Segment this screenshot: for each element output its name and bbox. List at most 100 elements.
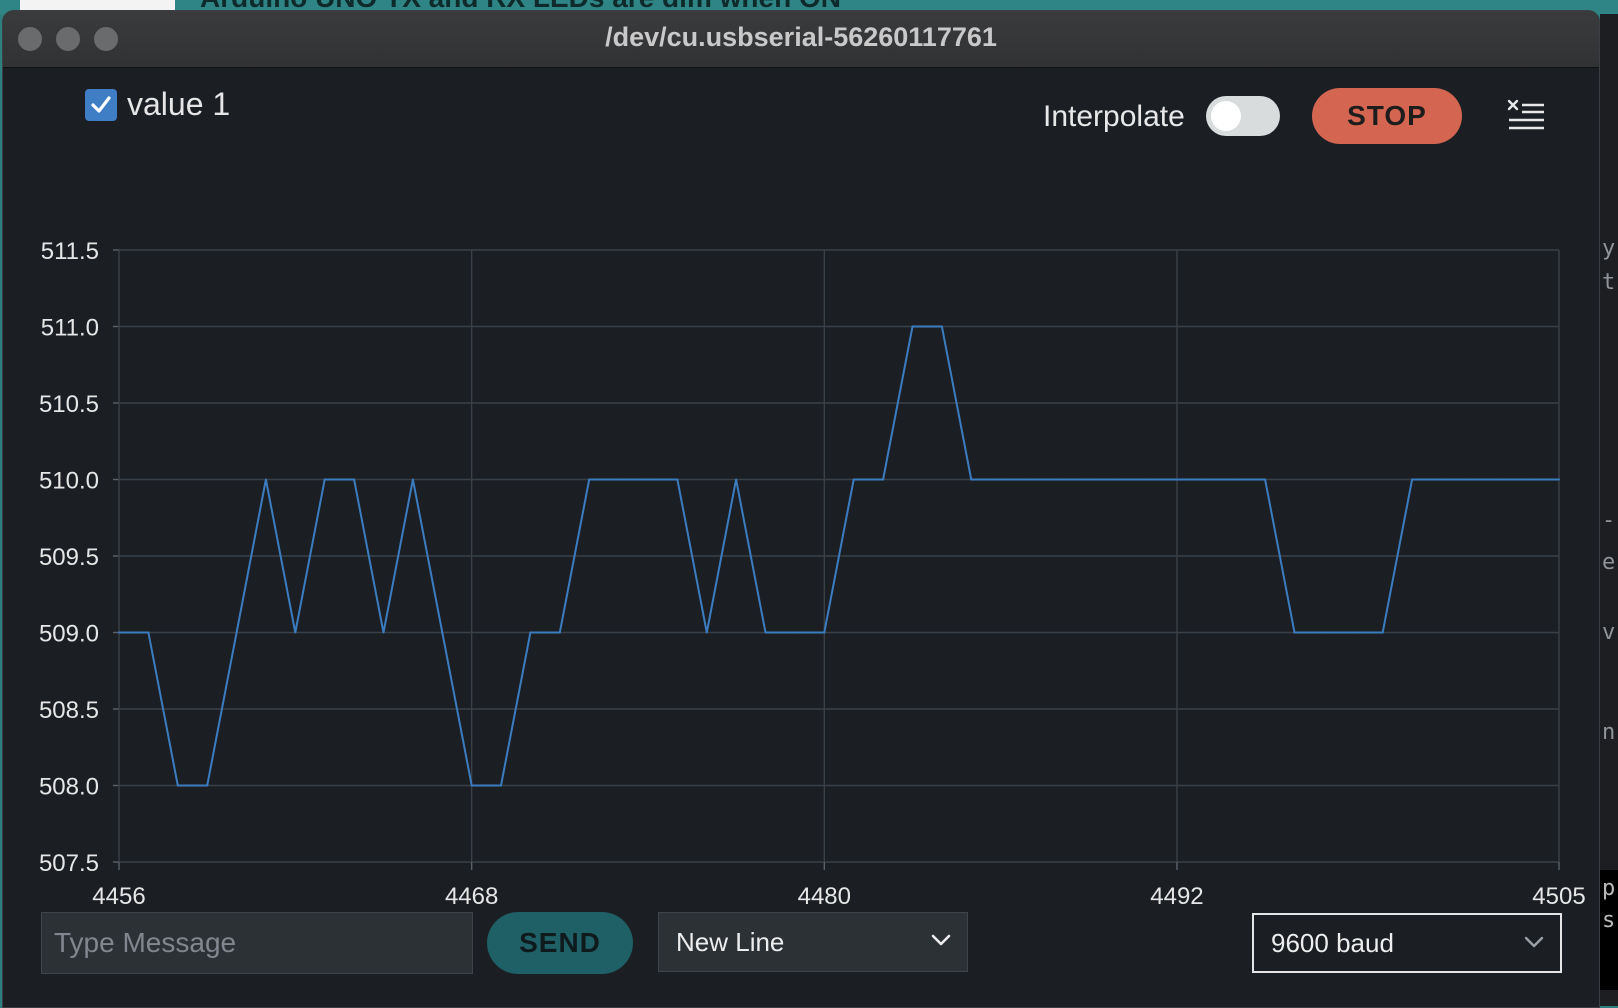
background-text-fragment: t bbox=[1602, 270, 1616, 295]
background-text-fragment: p bbox=[1602, 876, 1616, 901]
series-line bbox=[119, 325, 1559, 787]
data-point bbox=[793, 631, 796, 634]
background-text-fragment: e bbox=[1602, 550, 1616, 575]
series-label: value 1 bbox=[127, 86, 231, 122]
y-tick-label: 508.0 bbox=[39, 774, 99, 801]
line-ending-select[interactable]: New Line bbox=[658, 912, 968, 972]
data-point bbox=[588, 478, 591, 481]
background-text-fragment: n bbox=[1602, 720, 1616, 745]
data-point bbox=[911, 325, 914, 328]
message-input[interactable] bbox=[41, 912, 473, 974]
data-point bbox=[999, 478, 1002, 481]
stop-button[interactable]: STOP bbox=[1312, 88, 1462, 144]
zoom-window-button[interactable] bbox=[94, 27, 118, 51]
data-point bbox=[1029, 478, 1032, 481]
data-point bbox=[1411, 478, 1414, 481]
y-tick-label: 509.5 bbox=[39, 544, 99, 571]
data-point bbox=[411, 478, 414, 481]
y-tick-label: 508.5 bbox=[39, 697, 99, 724]
data-point bbox=[264, 478, 267, 481]
x-tick-label: 4492 bbox=[1150, 883, 1203, 908]
data-point bbox=[294, 631, 297, 634]
background-terminal-block: p s bbox=[1600, 870, 1618, 990]
background-text-fragment: v bbox=[1602, 620, 1616, 645]
background-tab bbox=[20, 0, 175, 10]
data-point bbox=[147, 631, 150, 634]
chevron-down-icon bbox=[1524, 936, 1544, 948]
plotter-content: value 1 Interpolate STOP 511.5 511.0 510.5… bbox=[3, 68, 1599, 1007]
data-point bbox=[970, 478, 973, 481]
y-tick-label: 510.0 bbox=[39, 468, 99, 495]
title-bar[interactable]: /dev/cu.usbserial-56260117761 bbox=[3, 11, 1599, 68]
close-window-button[interactable] bbox=[18, 27, 42, 51]
line-ending-value: New Line bbox=[676, 926, 785, 957]
y-tick-label: 509.0 bbox=[39, 621, 99, 648]
toggle-knob bbox=[1211, 101, 1241, 131]
data-point bbox=[1528, 478, 1531, 481]
data-point bbox=[1087, 478, 1090, 481]
data-point bbox=[441, 631, 444, 634]
data-point bbox=[1352, 631, 1355, 634]
data-point bbox=[1381, 631, 1384, 634]
data-point bbox=[206, 784, 209, 787]
data-point bbox=[1146, 478, 1149, 481]
data-point bbox=[705, 631, 708, 634]
data-point bbox=[1440, 478, 1443, 481]
data-point bbox=[646, 478, 649, 481]
data-point bbox=[1058, 478, 1061, 481]
data-point bbox=[1558, 478, 1560, 481]
y-tick-label: 511.5 bbox=[41, 238, 99, 265]
background-page-title: Arduino UNO TX and RX LEDs are dim when … bbox=[200, 0, 841, 14]
baud-rate-value: 9600 baud bbox=[1271, 927, 1394, 958]
data-point bbox=[882, 478, 885, 481]
data-point bbox=[1499, 478, 1502, 481]
data-point bbox=[500, 784, 503, 787]
send-button[interactable]: SEND bbox=[487, 912, 633, 974]
clear-list-icon[interactable] bbox=[1506, 98, 1546, 134]
background-text-fragment: - bbox=[1602, 508, 1616, 533]
x-tick-label: 4456 bbox=[92, 883, 145, 908]
background-text-fragment: s bbox=[1602, 908, 1616, 933]
data-point bbox=[676, 478, 679, 481]
data-point bbox=[382, 631, 385, 634]
y-tick-label: 507.5 bbox=[39, 850, 99, 877]
data-point bbox=[1293, 631, 1296, 634]
data-point bbox=[529, 631, 532, 634]
x-tick-label: 4505 bbox=[1532, 883, 1585, 908]
data-point bbox=[1264, 478, 1267, 481]
data-point bbox=[1117, 478, 1120, 481]
data-point bbox=[176, 784, 179, 787]
data-point bbox=[852, 478, 855, 481]
data-point bbox=[1234, 478, 1237, 481]
data-point bbox=[1469, 478, 1472, 481]
x-tick-label: 4480 bbox=[798, 883, 851, 908]
serial-plot-chart: 511.5 511.0 510.5 510.0 509.5 509.0 508.5 508.0… bbox=[39, 238, 1586, 908]
minimize-window-button[interactable] bbox=[56, 27, 80, 51]
data-point bbox=[1175, 478, 1178, 481]
y-tick-label: 511.0 bbox=[41, 315, 99, 342]
data-point bbox=[353, 478, 356, 481]
data-point bbox=[823, 631, 826, 634]
data-point bbox=[235, 631, 238, 634]
x-tick-label: 4468 bbox=[445, 883, 498, 908]
baud-rate-select[interactable]: 9600 baud bbox=[1252, 913, 1562, 973]
data-point bbox=[940, 325, 943, 328]
data-point bbox=[735, 478, 738, 481]
data-point bbox=[118, 631, 120, 634]
data-point bbox=[323, 478, 326, 481]
background-text-fragment: y bbox=[1602, 236, 1616, 261]
background-editor-edge: y t - e v n p s bbox=[1600, 14, 1618, 1006]
data-point bbox=[617, 478, 620, 481]
serial-plotter-window: /dev/cu.usbserial-56260117761 value 1 In… bbox=[2, 10, 1600, 1008]
checkmark-icon bbox=[91, 95, 111, 113]
series-legend: value 1 bbox=[85, 86, 230, 123]
series-checkbox[interactable] bbox=[85, 88, 117, 121]
data-point bbox=[1205, 478, 1208, 481]
interpolate-toggle[interactable] bbox=[1206, 96, 1280, 136]
chevron-down-icon bbox=[931, 934, 951, 946]
y-tick-label: 510.5 bbox=[39, 391, 99, 418]
data-point bbox=[764, 631, 767, 634]
window-title: /dev/cu.usbserial-56260117761 bbox=[605, 22, 997, 52]
interpolate-label: Interpolate bbox=[1043, 100, 1185, 133]
data-point bbox=[470, 784, 473, 787]
